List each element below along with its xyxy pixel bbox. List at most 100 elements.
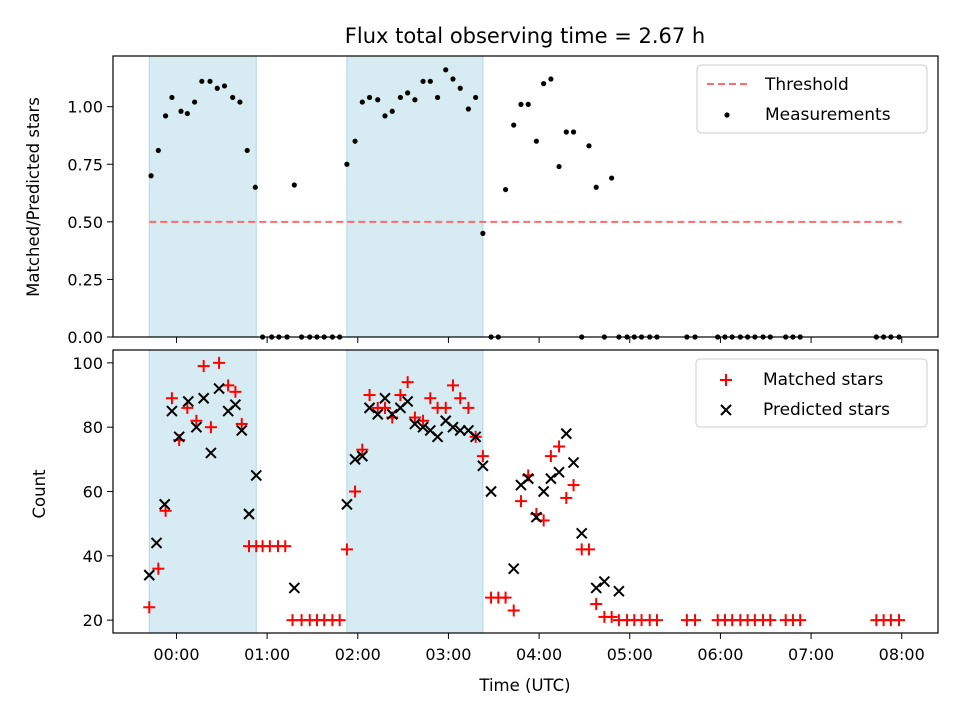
measurement-point [570, 129, 577, 135]
matched-star-point [893, 614, 906, 627]
predicted-star-point [372, 408, 384, 421]
measurement-point [609, 175, 615, 181]
count-y-tick-label: 100 [72, 354, 103, 373]
matched-star-point [401, 376, 414, 389]
measurement-point [443, 67, 449, 73]
predicted-star-point [447, 421, 459, 433]
ratio-panel: 0.00 0.25 0.50 0.75 1.00 Flux total observin… [24, 24, 939, 347]
measurement-point [230, 94, 236, 101]
matched-star-point [213, 356, 226, 369]
predicted-star-point [576, 527, 588, 540]
matched-star-point [235, 417, 248, 430]
matched-star-point [514, 495, 527, 508]
matched-star-point [794, 614, 807, 627]
ratio-observing-window-1 [148, 55, 257, 338]
predicted-star-point [166, 405, 178, 417]
legend-measurements-label: Measurements [765, 105, 891, 125]
count-x-tick-label: 07:00 [788, 645, 834, 664]
predicted-star-point [236, 424, 248, 437]
count-x-tick-label: 00:00 [153, 645, 199, 664]
matched-star-point [476, 450, 489, 463]
ratio-y-tick-label: 0.00 [67, 328, 103, 347]
matched-star-point [590, 598, 603, 611]
count-panel: 20 40 60 80 100 00:00 01:00 02:00 03:00 04:00 05:… [30, 349, 939, 695]
predicted-star-point [590, 582, 602, 594]
count-observing-window-2 [346, 349, 484, 634]
matched-star-point [152, 562, 165, 575]
predicted-star-point [250, 469, 262, 482]
measurement-point [291, 182, 297, 188]
measurement-point [465, 106, 471, 112]
predicted-star-point [379, 392, 391, 404]
ratio-plot-frame [112, 55, 939, 338]
count-y-tick-label: 60 [83, 483, 103, 502]
measurement-point [252, 184, 258, 190]
measurement-point [533, 138, 539, 144]
predicted-star-point [190, 421, 203, 433]
count-x-tick-label: 04:00 [516, 645, 562, 664]
measurement-point [359, 99, 365, 105]
measurement-point [244, 147, 250, 154]
ratio-y-tick-label: 1.00 [67, 98, 103, 117]
measurement-point [405, 90, 411, 96]
ratio-y-axis-label: Matched/Predicted stars [24, 97, 43, 297]
measurement-point [155, 147, 161, 154]
matched-star-point [689, 614, 702, 627]
predicted-star-point [485, 485, 497, 498]
measurement-point [502, 186, 509, 193]
measurement-point [420, 78, 426, 84]
measurement-point [434, 94, 441, 101]
measurement-point [199, 78, 205, 84]
count-y-tick-label: 80 [83, 418, 103, 437]
predicted-star-point [288, 582, 301, 594]
measurement-point [162, 113, 169, 119]
measurement-point [375, 97, 381, 103]
measurement-point [541, 81, 547, 87]
predicted-star-point [522, 472, 534, 485]
legend-measurements-swatch [724, 112, 730, 118]
measurement-point [518, 101, 524, 107]
measurement-point [178, 108, 184, 114]
legend-threshold-label: Threshold [764, 75, 849, 95]
predicted-star-point [409, 418, 421, 430]
measurement-point [556, 163, 562, 170]
measurement-point [457, 85, 463, 91]
measurement-point [344, 161, 350, 167]
predicted-star-point [545, 472, 557, 485]
measurement-point [366, 94, 373, 101]
measurement-point [480, 230, 486, 236]
predicted-star-point [537, 485, 550, 498]
predicted-star-point [229, 398, 242, 411]
ratio-legend-box [696, 64, 928, 134]
matched-star-point [605, 610, 618, 623]
count-legend-box [695, 358, 928, 428]
predicted-star-point [469, 431, 482, 443]
predicted-star-point [182, 395, 194, 408]
count-x-tick-label: 05:00 [607, 645, 653, 664]
predicted-star-point [477, 460, 489, 472]
matched-star-point [333, 614, 346, 627]
matched-star-point [190, 414, 203, 427]
legend-predicted-label: Predicted stars [763, 400, 890, 420]
predicted-star-point [349, 453, 361, 466]
count-x-tick-label: 06:00 [697, 645, 743, 664]
measurement-point [412, 97, 418, 103]
count-y-tick-label: 20 [83, 611, 103, 630]
predicted-star-point [213, 382, 225, 395]
matched-star-point [356, 443, 369, 456]
measurement-point [191, 99, 198, 105]
matched-star-point [582, 543, 595, 556]
count-x-tick-label: 08:00 [879, 645, 925, 664]
count-legend: Matched stars Predicted stars [695, 358, 928, 428]
matched-star-point [143, 601, 156, 614]
predicted-star-point [243, 508, 255, 520]
measurement-point [389, 108, 395, 114]
measurement-point [593, 184, 599, 190]
ratio-y-tick-label: 0.50 [67, 213, 103, 232]
predicted-star-point [598, 575, 611, 588]
measurement-point [352, 138, 358, 144]
predicted-star-point [150, 537, 163, 549]
measurement-point [427, 78, 433, 84]
measurement-point [563, 129, 569, 135]
predicted-star-point [567, 456, 580, 469]
